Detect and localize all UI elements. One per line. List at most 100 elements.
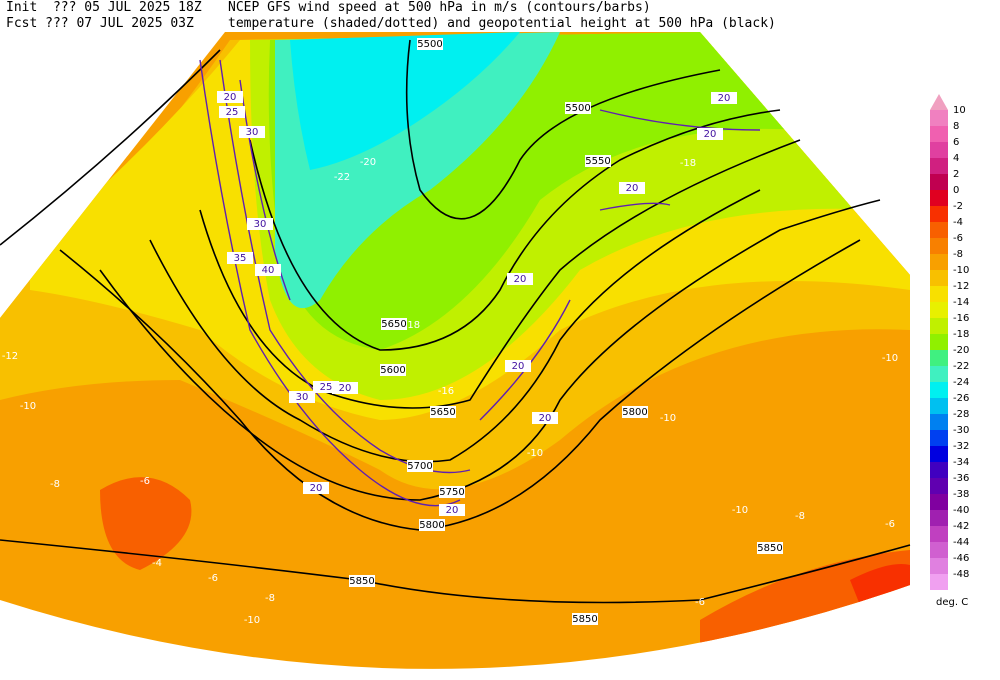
wind-label-bg bbox=[505, 360, 531, 372]
temperature-label: -10 bbox=[527, 448, 543, 459]
wind-label-bg bbox=[217, 91, 243, 103]
height-label-bg bbox=[585, 155, 611, 167]
colorbar-label: 10 bbox=[953, 105, 966, 116]
height-label: 5650 bbox=[381, 319, 406, 330]
wind-label: 40 bbox=[262, 265, 275, 276]
height-label: 5600 bbox=[380, 365, 405, 376]
height-label: 5850 bbox=[349, 576, 374, 587]
colorbar-swatch bbox=[930, 174, 948, 190]
height-label-bg bbox=[439, 486, 465, 498]
height-label: 5750 bbox=[439, 487, 464, 498]
map-labels: -12 -10 -8 -6 -4 -6 -8 -10 -22 -20 -18 -16 -10 -10 -10… bbox=[2, 38, 898, 626]
colorbar-swatch bbox=[930, 478, 948, 494]
temperature-label: -16 bbox=[438, 386, 454, 397]
temperature-label: -8 bbox=[795, 511, 805, 522]
colorbar-swatch bbox=[930, 494, 948, 510]
colorbar-swatch bbox=[930, 190, 948, 206]
wind-label: 35 bbox=[234, 253, 247, 264]
wind-label: 20 bbox=[539, 413, 552, 424]
colorbar-arrow bbox=[930, 94, 948, 110]
colorbar-swatch bbox=[930, 142, 948, 158]
temperature-label: -6 bbox=[885, 519, 895, 530]
forecast-time: Fcst ??? 07 JUL 2025 03Z bbox=[6, 16, 194, 31]
colorbar-swatch bbox=[930, 542, 948, 558]
wind-label-bg bbox=[439, 504, 465, 516]
colorbar-label: -22 bbox=[953, 361, 969, 372]
height-label: 5850 bbox=[572, 614, 597, 625]
temperature-label: -10 bbox=[732, 505, 748, 516]
height-label: 5650 bbox=[430, 407, 455, 418]
colorbar-swatch bbox=[930, 382, 948, 398]
colorbar-label: -8 bbox=[953, 249, 963, 260]
temperature-label: -22 bbox=[334, 172, 350, 183]
height-label-bg bbox=[565, 102, 591, 114]
height-label: 5700 bbox=[407, 461, 432, 472]
colorbar-swatch bbox=[930, 238, 948, 254]
wind-label: 20 bbox=[626, 183, 639, 194]
colorbar-swatch bbox=[930, 398, 948, 414]
colorbar-label: -4 bbox=[953, 217, 963, 228]
wind-label-bg bbox=[239, 126, 265, 138]
temperature-label: -10 bbox=[244, 615, 260, 626]
colorbar-swatch bbox=[930, 510, 948, 526]
colorbar-swatch bbox=[930, 526, 948, 542]
colorbar-unit: deg. C bbox=[936, 597, 968, 608]
subtitle: temperature (shaded/dotted) and geopoten… bbox=[228, 16, 776, 31]
colorbar: 10 8 6 4 2 0 -2 -4 -6 -8 -10 -12 -14 -16 -18 -20 -22 -24 -… bbox=[930, 94, 969, 608]
height-label: 5500 bbox=[565, 103, 590, 114]
colorbar-swatch bbox=[930, 462, 948, 478]
wind-label-bg bbox=[255, 264, 281, 276]
height-label: 5800 bbox=[622, 407, 647, 418]
colorbar-swatch bbox=[930, 318, 948, 334]
colorbar-label: -32 bbox=[953, 441, 969, 452]
cold-center bbox=[290, 32, 520, 170]
temperature-label: -6 bbox=[140, 476, 150, 487]
height-label-bg bbox=[380, 364, 406, 376]
temperature-label: -12 bbox=[2, 351, 18, 362]
colorbar-label: -36 bbox=[953, 473, 969, 484]
height-label-bg bbox=[419, 519, 445, 531]
height-label: 5550 bbox=[585, 156, 610, 167]
colorbar-label: -48 bbox=[953, 569, 969, 580]
wind-label: 30 bbox=[254, 219, 267, 230]
colorbar-swatch bbox=[930, 110, 948, 126]
wind-label-bg bbox=[697, 128, 723, 140]
colorbar-swatch bbox=[930, 430, 948, 446]
wind-label: 20 bbox=[446, 505, 459, 516]
colorbar-label: -44 bbox=[953, 537, 969, 548]
temperature-label: -10 bbox=[20, 401, 36, 412]
wind-label: 25 bbox=[320, 382, 333, 393]
colorbar-label: -40 bbox=[953, 505, 969, 516]
wind-label: 25 bbox=[226, 107, 239, 118]
colorbar-swatch bbox=[930, 350, 948, 366]
colorbar-label: 0 bbox=[953, 185, 959, 196]
height-label-bg bbox=[430, 406, 456, 418]
height-label-bg bbox=[381, 318, 407, 330]
colorbar-label: 6 bbox=[953, 137, 959, 148]
height-label-bg bbox=[417, 38, 443, 50]
wind-label-bg bbox=[332, 382, 358, 394]
colorbar-label: -6 bbox=[953, 233, 963, 244]
colorbar-label: 8 bbox=[953, 121, 959, 132]
temperature-label: -6 bbox=[208, 573, 218, 584]
wind-label-bg bbox=[289, 391, 315, 403]
colorbar-label: -18 bbox=[953, 329, 969, 340]
wind-label: 20 bbox=[512, 361, 525, 372]
colorbar-label: -42 bbox=[953, 521, 969, 532]
temperature-label: -10 bbox=[882, 353, 898, 364]
wind-label: 20 bbox=[718, 93, 731, 104]
colorbar-swatch bbox=[930, 286, 948, 302]
colorbar-swatch bbox=[930, 270, 948, 286]
colorbar-swatch bbox=[930, 254, 948, 270]
init-time: Init ??? 05 JUL 2025 18Z bbox=[6, 0, 202, 15]
temperature-label: -4 bbox=[152, 558, 162, 569]
height-label-bg bbox=[622, 406, 648, 418]
colorbar-swatch bbox=[930, 558, 948, 574]
colorbar-swatch bbox=[930, 446, 948, 462]
colorbar-label: -34 bbox=[953, 457, 969, 468]
temperature-label: -8 bbox=[50, 479, 60, 490]
wind-label-bg bbox=[711, 92, 737, 104]
